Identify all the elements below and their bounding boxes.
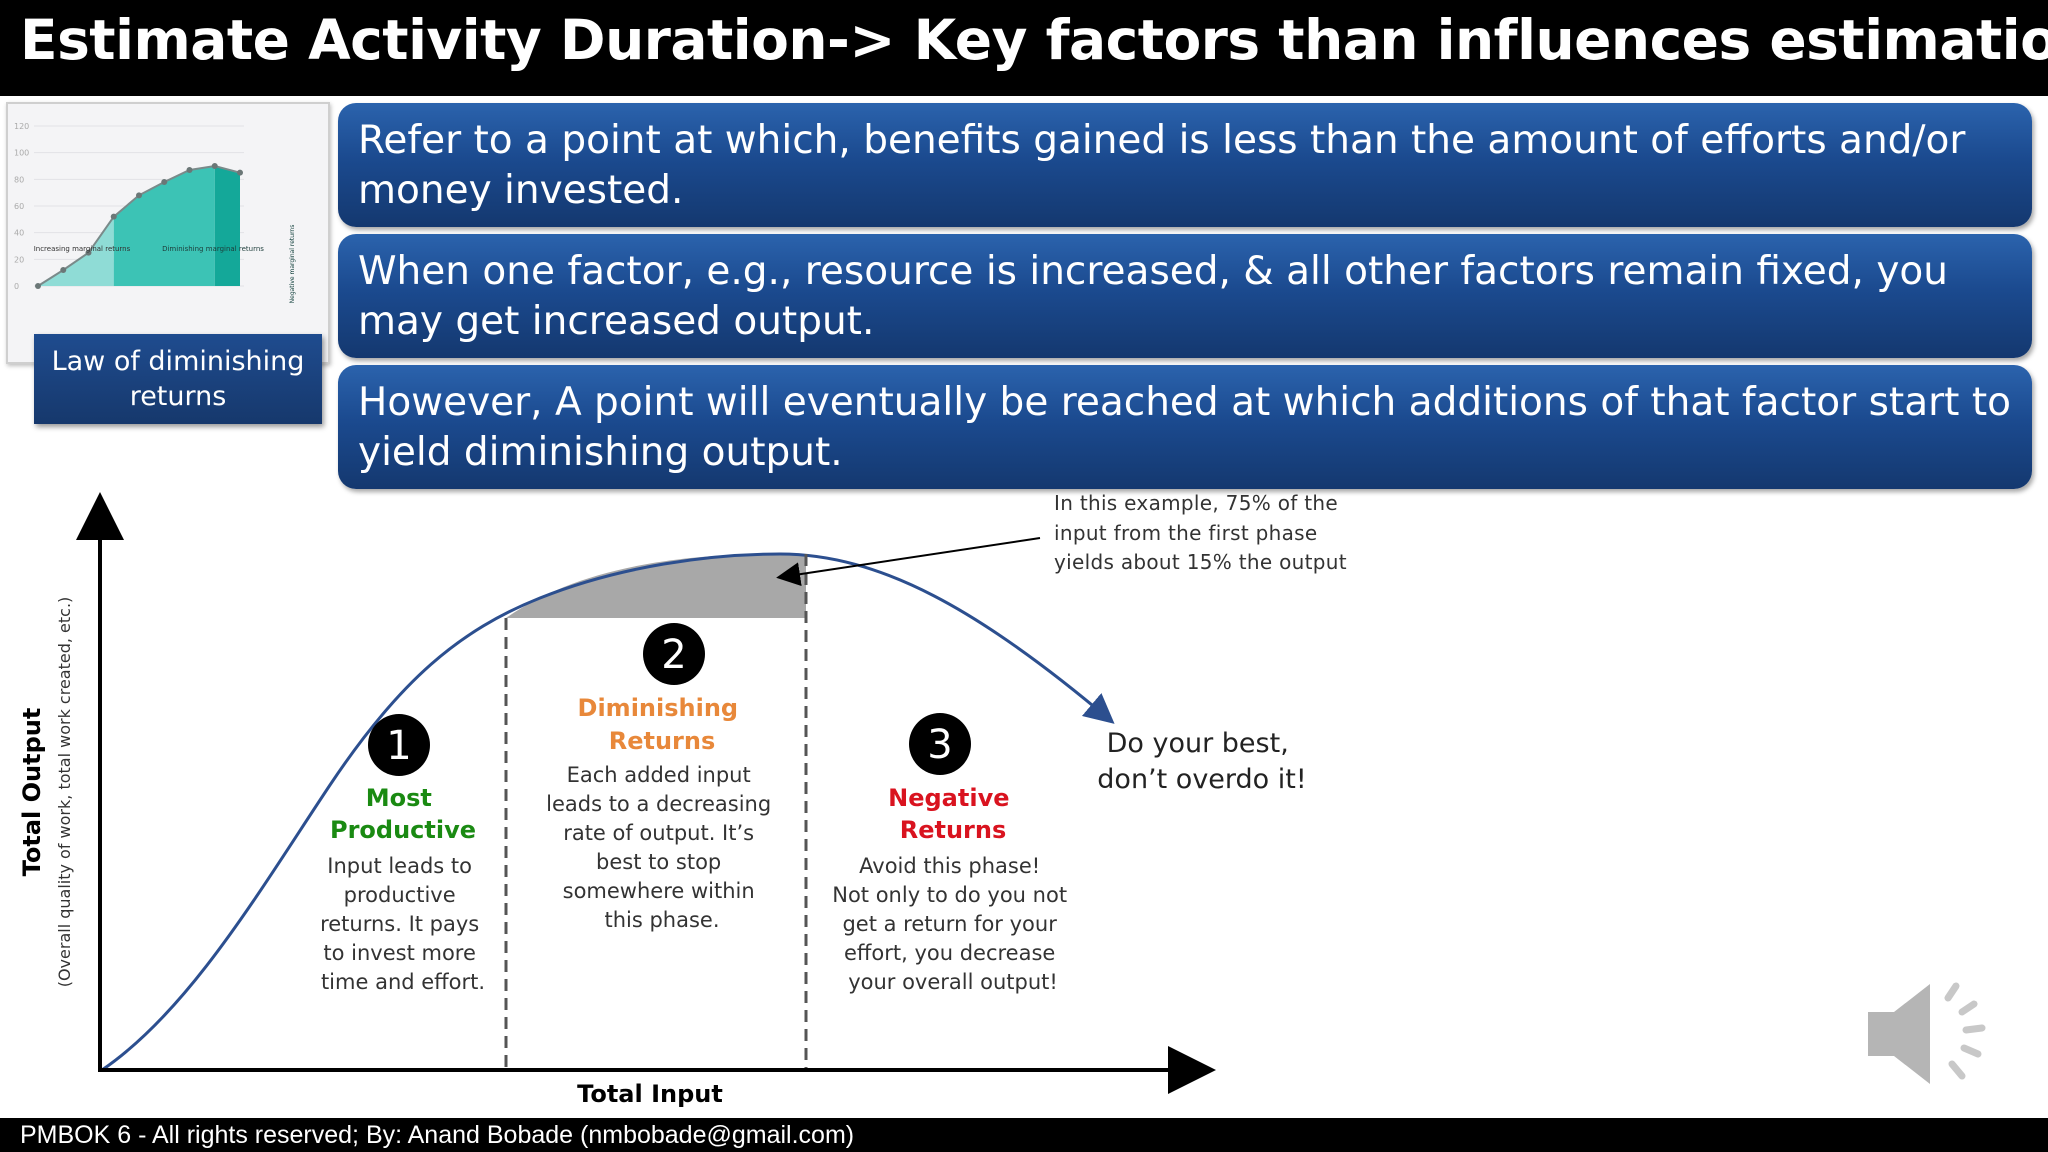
thumb-point (35, 283, 41, 289)
phase-3-badge (909, 713, 971, 775)
thumb-y-tick: 20 (14, 255, 24, 264)
thumbnail-chart: 120 100 80 60 40 20 0 Increasing marginal retu… (14, 122, 296, 304)
thumb-point (85, 249, 92, 256)
thumb-y-tick: 60 (14, 202, 24, 211)
slide-title: Estimate Activity Duration-> Key factors… (20, 8, 2048, 72)
callout-arrow (776, 537, 1041, 587)
point-box-1: Refer to a point at which, benefits gain… (338, 103, 2032, 227)
thumb-zone-label-3: Negative marginal returns (289, 225, 296, 304)
phase-1-title: Most Productive (330, 784, 476, 844)
phase-1: 1 Most Productive Input leads to product… (320, 714, 486, 994)
advice-text: Do your best, don’t overdo it! (1097, 728, 1306, 795)
y-axis-subtitle: (Overall quality of work, total work cre… (55, 597, 74, 988)
thumb-point (110, 213, 117, 220)
footer: PMBOK 6 - All rights reserved; By: Anand… (0, 1118, 2048, 1152)
callout-text: In this example, 75% of the input from t… (1054, 491, 1347, 574)
thumb-zone-label-1: Increasing marginal returns (34, 245, 131, 253)
y-axis-title: Total Output (18, 708, 46, 877)
thumbnail-caption: Law of diminishing returns (34, 334, 322, 424)
phase-2-badge (643, 623, 705, 685)
title-bar: Estimate Activity Duration-> Key factors… (0, 0, 2048, 96)
thumb-point (237, 169, 243, 176)
phase-3-number: 3 (927, 722, 952, 768)
diminishing-returns-diagram: Total Output (Overall quality of work, t… (18, 491, 1347, 1108)
thumb-zone-label-2: Diminishing marginal returns (162, 245, 264, 253)
thumb-point (186, 167, 193, 173)
point-box-2: When one factor, e.g., resource is incre… (338, 234, 2032, 358)
thumb-y-tick: 80 (14, 175, 24, 184)
thumb-point (60, 267, 67, 273)
thumb-zone-negative (214, 166, 240, 286)
phase-3: 3 Negative Returns Avoid this phase! Not… (832, 713, 1074, 994)
thumb-y-tick: 120 (14, 122, 29, 131)
thumb-zone-increasing (38, 216, 114, 286)
thumb-point (161, 179, 168, 185)
point-box-3: However, A point will eventually be reac… (338, 365, 2032, 489)
thumb-point (136, 192, 142, 199)
speaker-icon[interactable] (1860, 968, 2000, 1098)
phase-2-number: 2 (661, 632, 686, 678)
phase-3-body: Avoid this phase! Not only to do you not… (832, 854, 1074, 994)
phase-3-title: Negative Returns (888, 784, 1018, 844)
phase-2-title: Diminishing Returns (578, 694, 747, 755)
x-axis-title: Total Input (577, 1080, 723, 1108)
phase-2: 2 Diminishing Returns Each added input l… (546, 623, 778, 932)
thumb-y-tick: 0 (14, 282, 19, 291)
phase-1-badge (368, 714, 430, 776)
phase-1-body: Input leads to productive returns. It pa… (320, 854, 486, 994)
shaded-region (506, 554, 806, 618)
output-curve (101, 552, 1115, 1072)
thumb-point (211, 163, 218, 169)
footer-text: PMBOK 6 - All rights reserved; By: Anand… (20, 1121, 855, 1149)
thumb-y-tick: 100 (14, 149, 29, 158)
law-of-diminishing-returns-thumbnail: 120 100 80 60 40 20 0 Increasing marginal retu… (6, 102, 330, 364)
phase-2-body: Each added input leads to a decreasing r… (546, 763, 778, 932)
phase-1-number: 1 (386, 723, 411, 769)
thumb-y-tick: 40 (14, 229, 24, 238)
